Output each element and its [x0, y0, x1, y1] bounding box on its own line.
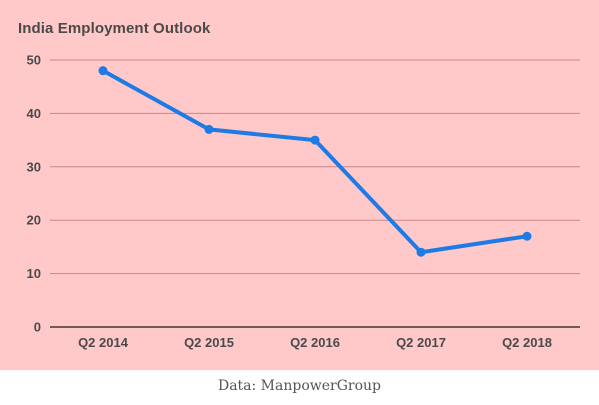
chart-panel: India Employment Outlook 0 10 20 30 40 50 Q2 2… [0, 0, 599, 370]
data-point [310, 135, 320, 145]
x-tick-label: Q2 2017 [396, 335, 446, 350]
x-tick-label: Q2 2015 [184, 335, 234, 350]
data-point [522, 231, 532, 241]
data-point [204, 124, 214, 134]
line-chart: 0 10 20 30 40 50 Q2 2014 Q2 2015 Q2 2016 Q2 2017 Q… [27, 53, 580, 350]
source-note: Data: ManpowerGroup [217, 378, 382, 394]
y-tick-label: 10 [27, 266, 41, 281]
y-tick-label: 50 [27, 53, 41, 68]
y-tick-label: 20 [27, 213, 41, 228]
data-point [98, 66, 108, 76]
x-tick-label: Q2 2016 [290, 335, 340, 350]
series-line [101, 68, 529, 255]
y-tick-label: 40 [27, 106, 41, 121]
x-tick-label: Q2 2018 [502, 335, 552, 350]
chart-title: India Employment Outlook [18, 20, 211, 37]
data-point [416, 247, 426, 257]
y-tick-label: 30 [27, 159, 41, 174]
y-tick-label: 0 [34, 320, 41, 335]
x-tick-label: Q2 2014 [78, 335, 129, 350]
